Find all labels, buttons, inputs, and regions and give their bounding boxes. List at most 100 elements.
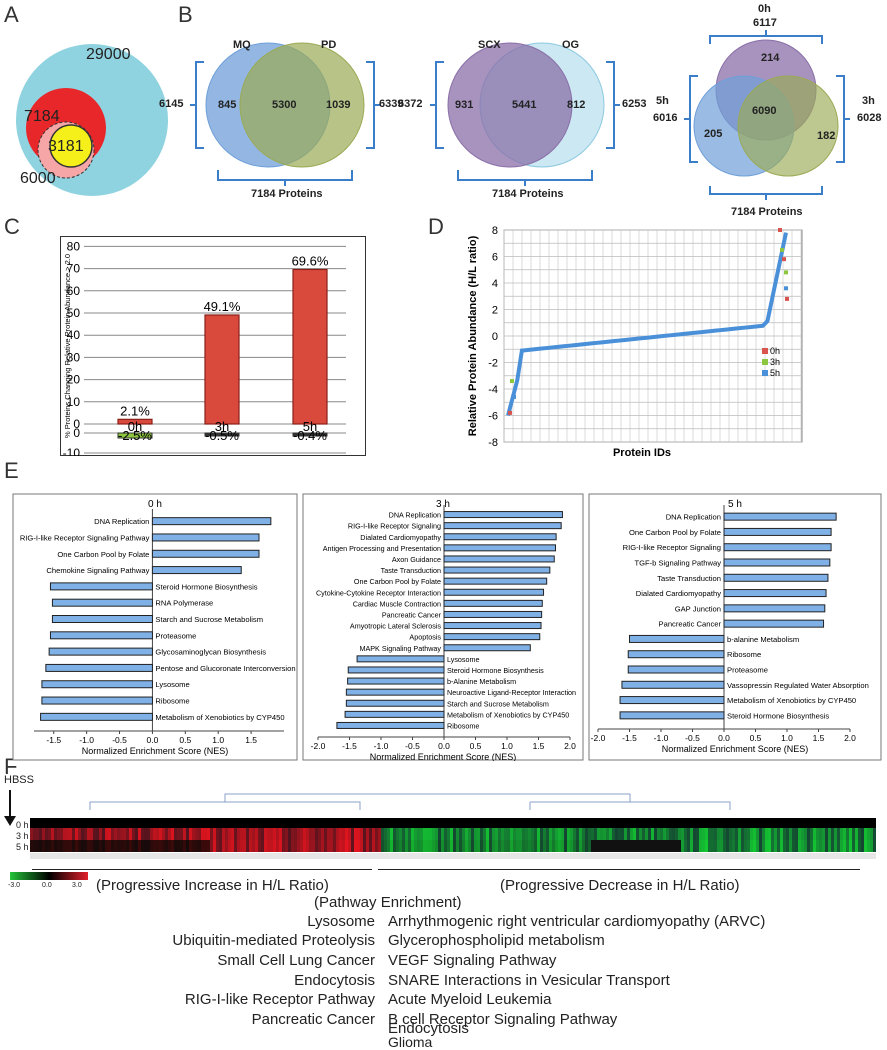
heatmap-cell-3h	[732, 828, 735, 840]
pathway-label: Steroid Hormone Biosynthesis	[447, 666, 544, 675]
nes-bar	[347, 666, 445, 674]
heatmap-cell-5h	[729, 840, 732, 852]
heatmap-cell-3h	[195, 828, 198, 840]
heatmap-cell-5h	[735, 840, 738, 852]
heatmap-cell-3h	[390, 828, 393, 840]
heatmap-cell-3h	[471, 828, 474, 840]
heatmap-cell-5h	[81, 840, 84, 852]
y-tick-label: 6	[492, 252, 498, 264]
decrease-pathway: B cell Receptor Signaling Pathway	[388, 1011, 618, 1028]
heatmap-cell-5h	[237, 840, 240, 852]
nes-bar	[443, 588, 545, 596]
nes-bar	[443, 633, 541, 641]
nes-bar	[151, 517, 272, 526]
pathway-label: Cytokine-Cytokine Receptor Interaction	[316, 588, 441, 597]
heatmap-cell-5h	[816, 840, 819, 852]
heatmap-cell-3h	[723, 828, 726, 840]
heatmap-cell-3h	[426, 828, 429, 840]
nes-bar	[443, 511, 563, 519]
heatmap-cell-5h	[222, 840, 225, 852]
heatmap-cell-3h	[135, 828, 138, 840]
panel-letter-d: D	[428, 214, 444, 239]
heatmap-cell-5h	[321, 840, 324, 852]
pathway-label: Ribosome	[447, 721, 479, 730]
heatmap-cell-5h	[405, 840, 408, 852]
heatmap-cell-5h	[717, 840, 720, 852]
legend-marker	[762, 359, 768, 365]
heatmap-cell-3h	[834, 828, 837, 840]
heatmap-cell-3h	[117, 828, 120, 840]
legend-marker	[762, 348, 768, 354]
heatmap-cell-3h	[312, 828, 315, 840]
left-bracket	[190, 61, 204, 149]
heatmap-cell-5h	[99, 840, 102, 852]
heatmap-cell-3h	[96, 828, 99, 840]
pathway-label: Glycosaminoglycan Biosynthesis	[155, 648, 266, 657]
heatmap-cell-3h	[102, 828, 105, 840]
x-tick-label: 1.5	[245, 735, 257, 745]
heatmap-cell-3h	[786, 828, 789, 840]
y-tick-label: -6	[488, 411, 498, 423]
increase-data-label: 2.1%	[120, 403, 150, 418]
increase-pathway: Endocytosis	[294, 972, 375, 989]
pathway-label: Apoptosis	[409, 633, 441, 642]
heatmap-cell-5h	[390, 840, 393, 852]
heatmap-cell-3h	[858, 828, 861, 840]
row-label-5h: 5 h	[16, 842, 29, 852]
x-tick-label: -1.0	[79, 735, 94, 745]
heatmap-cell-5h	[801, 840, 804, 852]
heatmap-cell-5h	[324, 840, 327, 852]
heatmap-cell-3h	[237, 828, 240, 840]
x-tick-label: 1.0	[781, 733, 793, 743]
nes-bar	[723, 604, 826, 613]
legend-marker	[762, 370, 768, 376]
venn2-left-label: SCX	[478, 39, 501, 51]
x-tick-label: 0.0	[147, 735, 159, 745]
x-tick-label: -1.0	[374, 741, 389, 751]
panel-b-venn-2	[430, 42, 620, 186]
y-tick-label: 4	[492, 278, 498, 290]
heatmap-cell-3h	[618, 828, 621, 840]
heatmap-cell-5h	[747, 840, 750, 852]
heatmap-cell-5h	[174, 840, 177, 852]
heatmap-cell-5h	[744, 840, 747, 852]
heatmap-cell-3h	[717, 828, 720, 840]
venn2-left-total: 6372	[398, 98, 423, 110]
heatmap-cell-3h	[447, 828, 450, 840]
heatmap-cell-5h	[636, 840, 639, 852]
heatmap-cell-5h	[663, 840, 666, 852]
heatmap-cell-5h	[459, 840, 462, 852]
heatmap-cell-5h	[489, 840, 492, 852]
heatmap-cell-5h	[216, 840, 219, 852]
pathway-label: Ribosome	[155, 697, 189, 706]
heatmap-cell-5h	[201, 840, 204, 852]
heatmap-cell-5h	[387, 840, 390, 852]
venn2-both: 5441	[512, 99, 537, 111]
heatmap-cell-3h	[411, 828, 414, 840]
heatmap-cell-3h	[621, 828, 624, 840]
heatmap-cell-3h	[339, 828, 342, 840]
heatmap-cell-5h	[732, 840, 735, 852]
heatmap-cell-5h	[852, 840, 855, 852]
heatmap-cell-3h	[99, 828, 102, 840]
heatmap-cell-5h	[759, 840, 762, 852]
heatmap-cell-5h	[501, 840, 504, 852]
heatmap-cell-5h	[696, 840, 699, 852]
heatmap-cell-5h	[540, 840, 543, 852]
heatmap-cell-5h	[414, 840, 417, 852]
scatter-point	[778, 228, 782, 232]
heatmap-cell-3h	[81, 828, 84, 840]
heatmap-cell-3h	[627, 828, 630, 840]
heatmap-cell-5h	[333, 840, 336, 852]
heatmap-cell-5h	[171, 840, 174, 852]
heatmap-cell-3h	[324, 828, 327, 840]
heatmap-cell-5h	[609, 840, 612, 852]
heatmap-cell-5h	[120, 840, 123, 852]
heatmap-cell-5h	[345, 840, 348, 852]
heatmap-cell-3h	[561, 828, 564, 840]
heatmap-cell-3h	[297, 828, 300, 840]
heatmap-cell-5h	[135, 840, 138, 852]
heatmap-cell-5h	[366, 840, 369, 852]
heatmap-cell-5h	[534, 840, 537, 852]
heatmap-cell-3h	[294, 828, 297, 840]
